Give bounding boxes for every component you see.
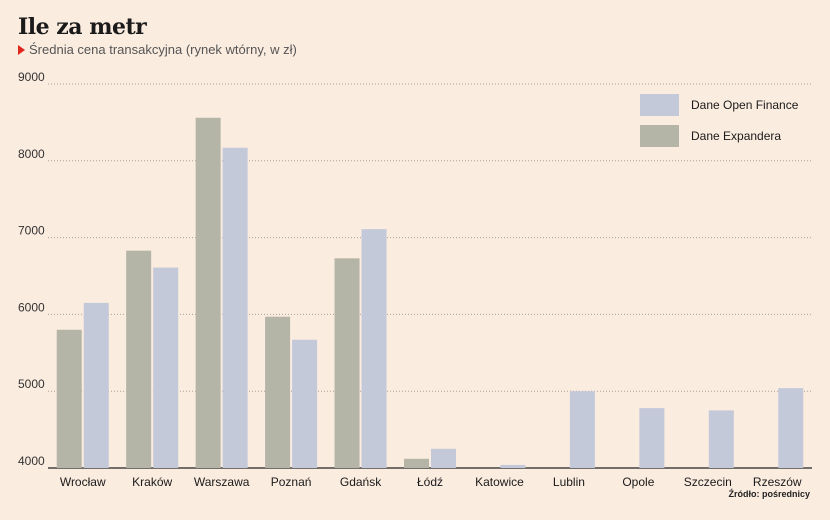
source-note: Źródło: pośrednicy <box>728 489 810 499</box>
y-tick-label: 4000 <box>18 454 45 468</box>
subtitle-text: Średnia cena transakcyjna (rynek wtórny,… <box>29 42 297 57</box>
bar-expander <box>195 117 221 469</box>
bar-expander <box>334 258 360 468</box>
bar-open-finance <box>500 464 526 468</box>
legend-swatch <box>640 125 679 147</box>
bar-open-finance <box>431 448 456 468</box>
bar-open-finance <box>222 147 248 468</box>
x-tick-label: Łódź <box>417 475 443 489</box>
x-tick-label: Warszawa <box>194 475 250 489</box>
x-tick-label: Kraków <box>132 475 172 489</box>
y-tick-label: 5000 <box>18 377 45 391</box>
legend-label: Dane Open Finance <box>691 98 799 112</box>
bar-open-finance <box>778 388 804 468</box>
bar-expander <box>404 458 429 468</box>
bar-expander <box>56 329 82 468</box>
bar-open-finance <box>639 408 665 468</box>
bar-expander <box>265 316 291 468</box>
x-tick-label: Rzeszów <box>753 475 802 489</box>
y-tick-label: 7000 <box>18 224 45 238</box>
play-triangle-icon <box>18 44 25 55</box>
x-tick-label: Szczecin <box>684 475 732 489</box>
bar-open-finance <box>708 410 734 468</box>
chart-subtitle: Średnia cena transakcyjna (rynek wtórny,… <box>18 42 297 57</box>
x-tick-label: Poznań <box>271 475 312 489</box>
x-tick-label: Lublin <box>553 475 585 489</box>
legend-label: Dane Expandera <box>691 129 781 143</box>
bar-open-finance <box>361 229 387 468</box>
y-tick-label: 9000 <box>18 70 45 84</box>
bar-open-finance <box>83 302 109 468</box>
x-tick-label: Gdańsk <box>340 475 382 489</box>
y-tick-label: 8000 <box>18 147 45 161</box>
bar-open-finance <box>569 391 595 468</box>
bar-expander <box>126 250 152 468</box>
chart-title: Ile za metr <box>18 14 147 40</box>
x-tick-label: Opole <box>622 475 654 489</box>
bar-open-finance <box>153 267 179 468</box>
y-tick-label: 6000 <box>18 300 45 314</box>
x-tick-label: Wrocław <box>60 475 106 489</box>
x-tick-label: Katowice <box>475 475 524 489</box>
bar-open-finance <box>292 339 318 468</box>
legend-swatch <box>640 94 679 116</box>
